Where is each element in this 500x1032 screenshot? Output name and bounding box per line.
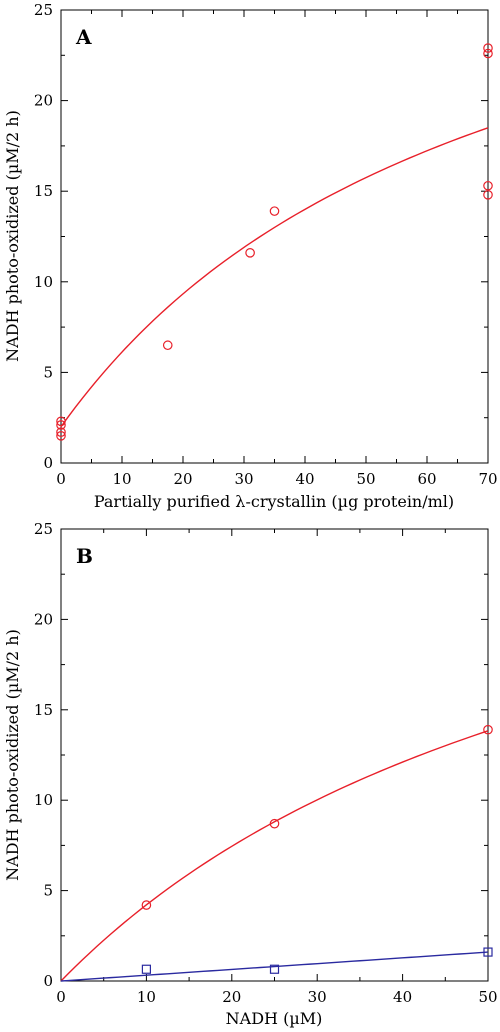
panel-a-chart: 0 10 20 30 40 50 60 70 0 5 10 15 20 25 A Partially pu… xyxy=(3,1,498,511)
y-tick-label: 10 xyxy=(34,791,53,809)
x-tick-label: 50 xyxy=(356,470,375,488)
panel-b-chart: 0 10 20 30 40 50 0 5 10 15 20 25 B NADH (µM) NADH p… xyxy=(3,520,498,1028)
data-point-circle xyxy=(56,420,66,430)
panel-a-axis-ticks: 0 10 20 30 40 50 60 70 0 5 10 15 20 25 xyxy=(34,1,498,488)
x-tick-label: 70 xyxy=(478,470,497,488)
panel-a-data-points xyxy=(56,43,493,441)
data-point-circle xyxy=(141,900,152,910)
panel-b-data-points xyxy=(141,724,493,974)
x-tick-label: 20 xyxy=(222,988,241,1006)
y-tick-label: 20 xyxy=(34,610,53,628)
data-point-circle xyxy=(483,724,493,735)
fit-curve xyxy=(60,951,489,982)
y-tick-label: 0 xyxy=(43,454,53,472)
fit-curve xyxy=(60,730,489,982)
x-tick-label: 30 xyxy=(308,988,327,1006)
fit-curve xyxy=(60,127,489,428)
y-tick-label: 15 xyxy=(34,701,53,719)
panel-b-fit-curves xyxy=(60,730,489,982)
data-point-circle xyxy=(162,340,173,351)
data-point-square xyxy=(483,947,493,957)
y-tick-label: 0 xyxy=(43,972,53,990)
x-tick-label: 10 xyxy=(112,470,131,488)
panel-b-y-axis-title: NADH photo-oxidized (µM/2 h) xyxy=(3,629,22,881)
data-point-circle xyxy=(269,206,280,216)
x-tick-label: 40 xyxy=(295,470,314,488)
panel-a-letter: A xyxy=(75,25,92,49)
y-tick-label: 20 xyxy=(34,92,53,110)
panel-a-plot-frame xyxy=(60,9,489,464)
data-point-square xyxy=(141,964,151,974)
x-tick-label: 10 xyxy=(137,988,156,1006)
panel-a-x-axis-title: Partially purified λ-crystallin (µg prot… xyxy=(94,492,454,511)
x-tick-label: 40 xyxy=(393,988,412,1006)
y-tick-label: 25 xyxy=(34,1,53,19)
data-point-circle xyxy=(483,190,493,200)
panel-a-y-axis-title: NADH photo-oxidized (µM/2 h) xyxy=(3,110,22,362)
panel-b-axis-ticks: 0 10 20 30 40 50 0 5 10 15 20 25 xyxy=(34,520,498,1006)
data-point-circle xyxy=(56,416,66,427)
panel-b-plot-frame xyxy=(60,528,489,982)
y-tick-label: 5 xyxy=(43,882,53,900)
data-point-circle xyxy=(269,818,280,829)
x-tick-label: 60 xyxy=(417,470,436,488)
panel-a-fit-curves xyxy=(60,127,489,428)
y-tick-label: 15 xyxy=(34,182,53,200)
data-point-square xyxy=(269,964,280,974)
x-tick-label: 0 xyxy=(56,470,66,488)
x-tick-label: 20 xyxy=(173,470,192,488)
y-tick-label: 5 xyxy=(43,363,53,381)
data-point-circle xyxy=(56,427,66,437)
y-tick-label: 10 xyxy=(34,273,53,291)
data-point-circle xyxy=(56,431,66,441)
x-tick-label: 30 xyxy=(234,470,253,488)
x-tick-label: 50 xyxy=(478,988,497,1006)
data-point-circle xyxy=(245,248,255,258)
data-point-circle xyxy=(483,48,493,59)
panel-b-letter: B xyxy=(76,544,93,568)
panel-b-x-axis-title: NADH (µM) xyxy=(226,1009,323,1028)
y-tick-label: 25 xyxy=(34,520,53,538)
data-point-circle xyxy=(483,43,493,53)
data-point-circle xyxy=(483,180,493,191)
x-tick-label: 0 xyxy=(56,988,66,1006)
